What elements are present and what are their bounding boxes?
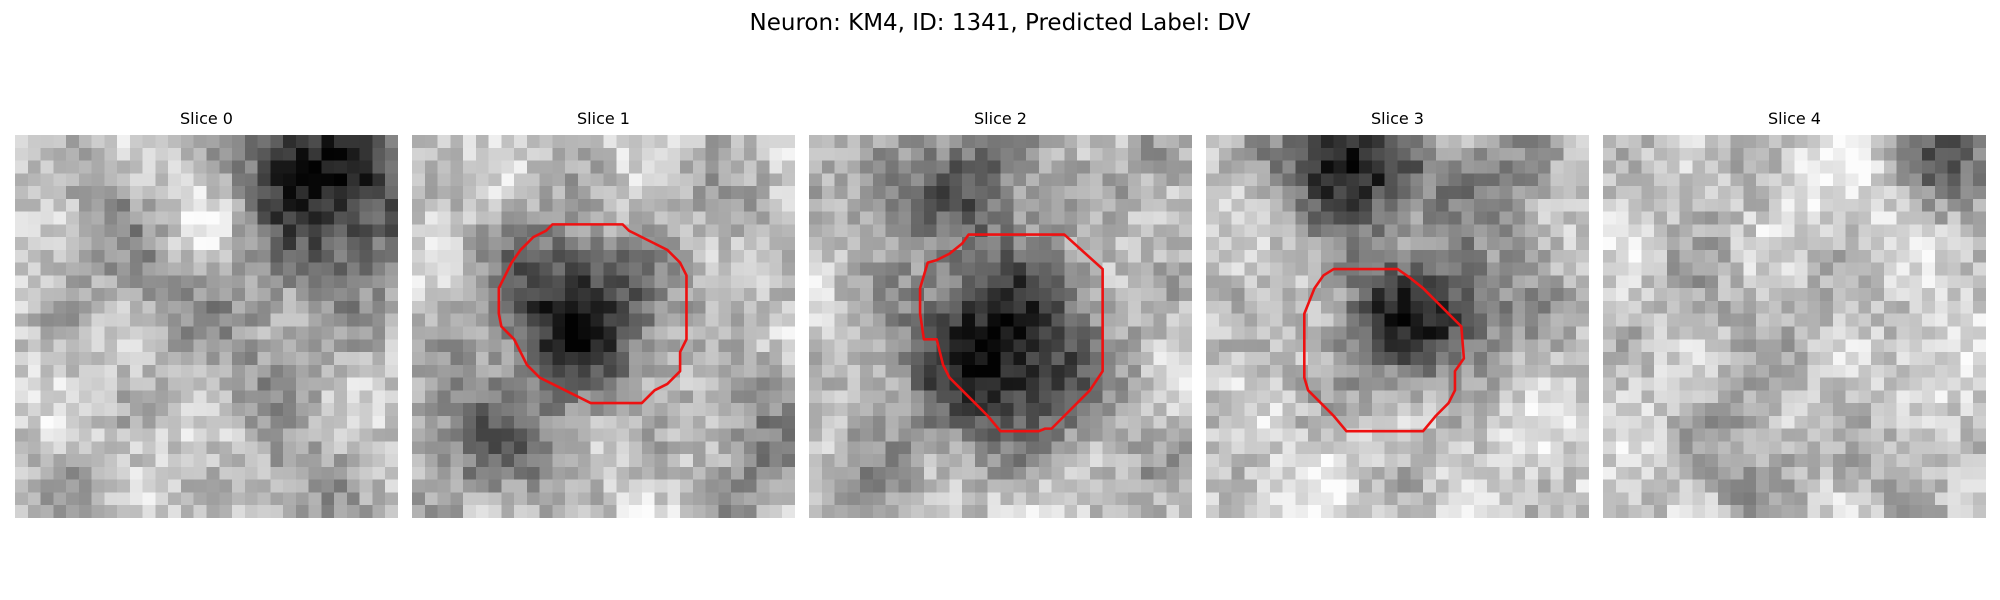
slice-image-2 xyxy=(809,135,1192,518)
mask-contour-1 xyxy=(499,224,687,403)
slice-title-0: Slice 0 xyxy=(180,109,233,128)
mask-contour-3 xyxy=(1304,269,1464,431)
slice-image-1 xyxy=(412,135,795,518)
slice-title-2: Slice 2 xyxy=(974,109,1027,128)
slice-title-3: Slice 3 xyxy=(1371,109,1424,128)
slice-image-4 xyxy=(1603,135,1986,518)
mask-contour-2 xyxy=(920,235,1103,432)
slice-image-3 xyxy=(1206,135,1589,518)
slice-title-1: Slice 1 xyxy=(577,109,630,128)
slice-title-4: Slice 4 xyxy=(1768,109,1821,128)
slice-image-0 xyxy=(15,135,398,518)
figure-title: Neuron: KM4, ID: 1341, Predicted Label: … xyxy=(749,10,1251,36)
